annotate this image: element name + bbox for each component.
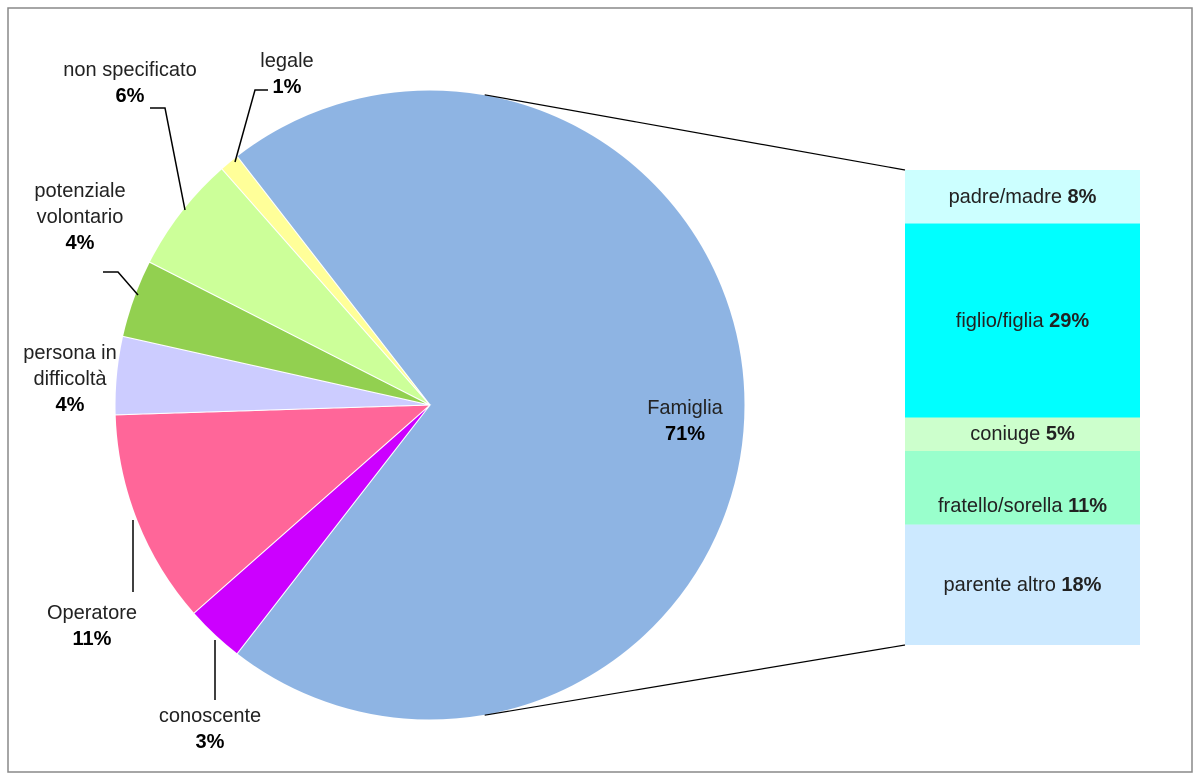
slice-label-name: Famiglia [647,397,723,419]
slice-label-value: 71% [664,423,706,445]
pie-slice [236,89,746,721]
bar-segment [905,223,1140,418]
bar-label: figlio/figlia 29% [905,224,1140,418]
bar-label-name: coniuge [970,423,1041,446]
slice-label-name: Operatore [46,602,138,624]
bar-segment [905,450,1140,525]
bar-label: coniuge 5% [905,418,1140,451]
slice-label: Famiglia 71% [615,395,755,447]
slice-label-value: 11% [72,628,112,650]
slice-label: legale 1% [242,48,332,100]
slice-label-value: 6% [115,85,145,107]
bar-label-value: 11% [1068,494,1107,517]
bar-label-name: parente altro [943,573,1056,596]
slice-label: persona in difficoltà 4% [5,340,135,418]
slice-label-value: 3% [195,731,225,753]
bar-label: parente altro 18% [905,525,1140,645]
leader-line [234,89,268,163]
pie-slice [114,404,432,615]
bar-label-name: padre/madre [948,185,1062,208]
bar-segment [905,524,1140,645]
bar-segment [905,170,1140,224]
bar-label-value: 5% [1045,423,1075,446]
leader-line [150,107,186,211]
bar-segment [905,417,1140,451]
bar-label-value: 8% [1067,185,1097,208]
connector-line [484,94,906,171]
slice-label-value: 1% [272,76,302,98]
slice-label-value: 4% [55,394,85,416]
slice-label: potenziale volontario 4% [10,178,150,256]
slice-label-value: 4% [65,232,95,254]
slice-label: non specificato 6% [30,57,230,109]
slice-label-name: potenziale volontario [34,180,126,228]
leader-line [103,271,139,296]
bar-label-name: fratello/sorella [937,494,1063,517]
bar-label: fratello/sorella 11% [938,451,1108,561]
connector-line [484,644,906,716]
slice-label-name: non specificato [63,59,197,81]
bar-label-name: figlio/figlia [955,309,1044,332]
bar-label: padre/madre 8% [905,170,1140,224]
slice-label-name: legale [260,50,314,72]
pie-slice [148,168,431,406]
slice-label: Operatore 11% [17,600,167,652]
slice-label-name: persona in difficoltà [23,342,117,390]
bar-label-value: 29% [1049,309,1090,332]
slice-label-name: conoscente [158,705,262,727]
bar-label-value: 18% [1061,573,1102,596]
slice-label: conoscente 3% [120,703,300,755]
